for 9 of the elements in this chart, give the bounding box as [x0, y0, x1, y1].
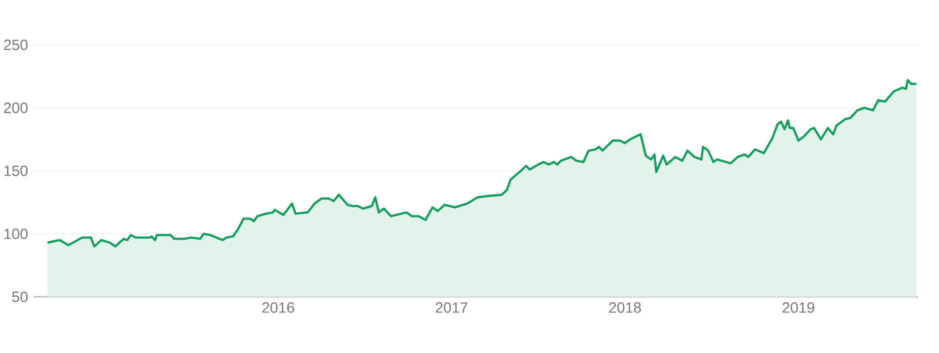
y-tick-label: 250	[4, 40, 28, 50]
x-tick-label: 2016	[262, 302, 294, 314]
y-tick-label: 150	[4, 166, 28, 176]
y-tick-label: 200	[4, 102, 28, 114]
x-tick-label: 2018	[609, 302, 641, 314]
y-tick-label: 50	[12, 292, 28, 302]
y-tick-label: 100	[4, 228, 28, 240]
x-tick-label: 2017	[436, 302, 468, 314]
x-tick-label: 2019	[782, 302, 814, 314]
